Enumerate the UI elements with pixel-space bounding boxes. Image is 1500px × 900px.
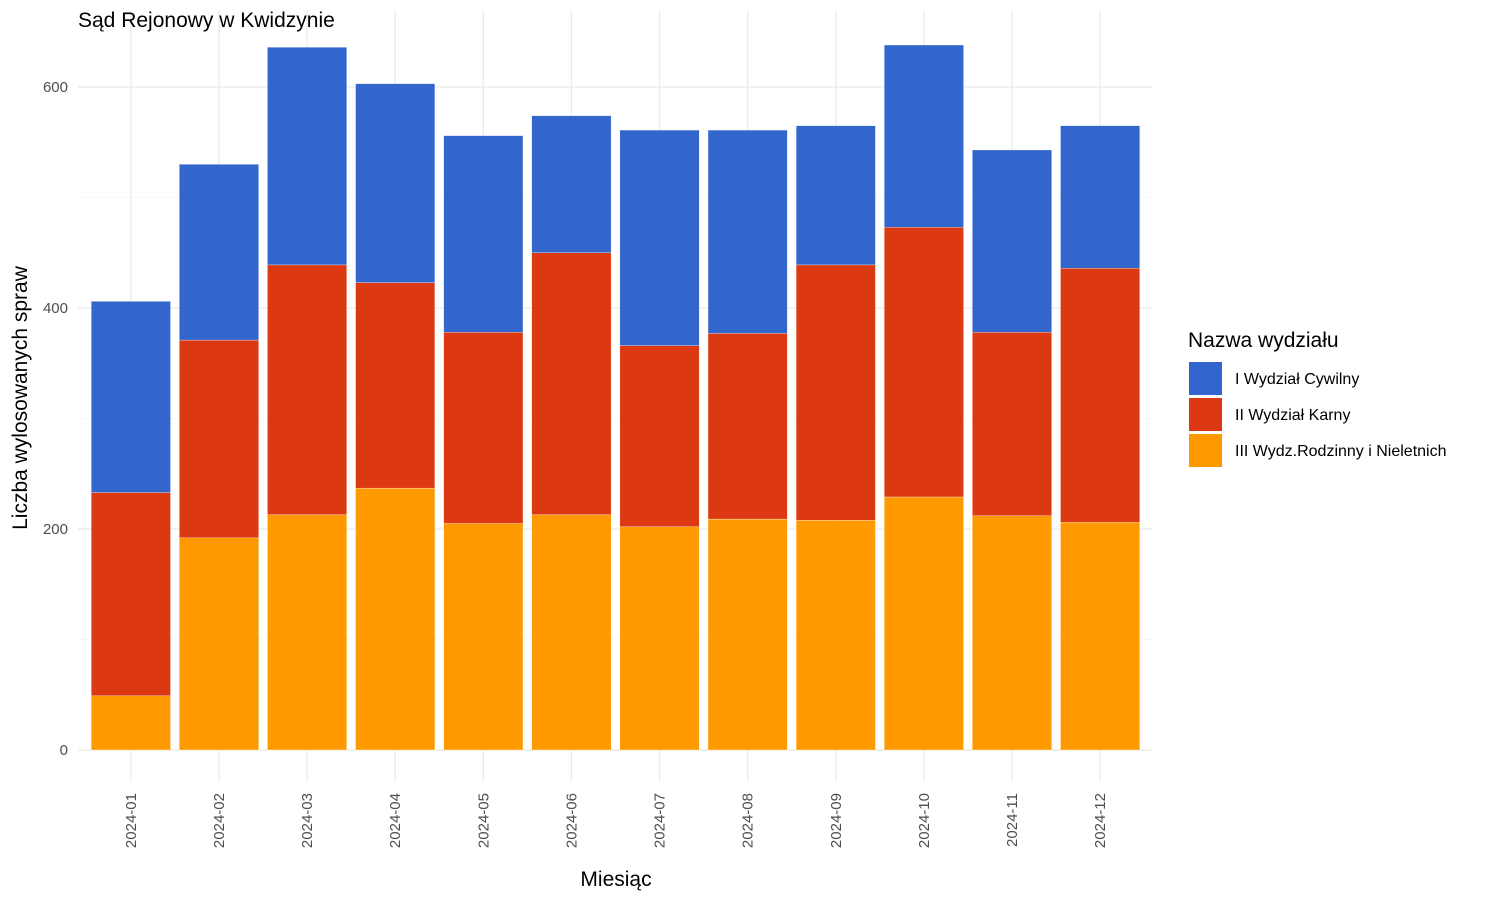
bar-segment bbox=[1060, 125, 1140, 269]
x-tick-label: 2024-11 bbox=[1004, 793, 1021, 847]
bar-segment bbox=[267, 264, 347, 515]
bar-segment bbox=[972, 332, 1052, 516]
x-tick-label: 2024-05 bbox=[475, 793, 492, 848]
x-axis-ticks: 2024-01 2024-02 2024-03 2024-04 2024-05 2024-… bbox=[123, 793, 1109, 848]
bar-segment bbox=[531, 115, 612, 253]
legend-label: III Wydz.Rodzinny i Nieletnich bbox=[1235, 443, 1447, 460]
bar-segment bbox=[91, 695, 171, 751]
bar-segment bbox=[884, 44, 964, 228]
chart-title: Sąd Rejonowy w Kwidzynie bbox=[78, 9, 335, 32]
legend: Nazwa wydziału I Wydział Cywilny II Wydzi… bbox=[1188, 329, 1447, 467]
x-tick-label: 2024-02 bbox=[211, 793, 228, 848]
bar-segment bbox=[267, 514, 347, 751]
legend-title: Nazwa wydziału bbox=[1188, 329, 1339, 352]
y-axis-ticks: 0 200 400 600 bbox=[43, 79, 68, 759]
bar-segment bbox=[619, 345, 700, 527]
bar-segment bbox=[795, 125, 876, 266]
bar-segment bbox=[355, 83, 436, 283]
bar-segment bbox=[619, 129, 700, 346]
y-tick-label: 600 bbox=[43, 79, 68, 96]
bar-segment bbox=[884, 227, 964, 498]
y-tick-label: 400 bbox=[43, 300, 68, 317]
bar-segment bbox=[531, 514, 612, 751]
bar-segment bbox=[443, 332, 524, 524]
bar-segment bbox=[179, 339, 259, 538]
bar-segment bbox=[707, 129, 788, 334]
bar-segment bbox=[707, 518, 788, 751]
legend-swatch bbox=[1189, 362, 1222, 395]
bar-segment bbox=[179, 164, 259, 341]
legend-swatch bbox=[1189, 398, 1222, 431]
bar-segment bbox=[443, 135, 524, 333]
bar-segment bbox=[355, 282, 436, 489]
x-tick-label: 2024-06 bbox=[563, 793, 580, 848]
bars bbox=[91, 44, 1140, 751]
bar-segment bbox=[267, 47, 347, 266]
x-tick-label: 2024-03 bbox=[299, 793, 316, 848]
y-tick-label: 200 bbox=[43, 521, 68, 538]
bar-segment bbox=[1060, 268, 1140, 523]
bar-segment bbox=[531, 252, 612, 515]
legend-swatch bbox=[1189, 434, 1222, 467]
bar-segment bbox=[972, 149, 1052, 333]
bar-segment bbox=[619, 526, 700, 751]
bar-segment bbox=[355, 487, 436, 751]
legend-label: II Wydział Karny bbox=[1235, 407, 1350, 424]
bar-segment bbox=[91, 301, 171, 493]
bar-segment bbox=[972, 515, 1052, 751]
y-tick-label: 0 bbox=[60, 742, 68, 759]
x-tick-label: 2024-12 bbox=[1092, 793, 1109, 848]
bar-segment bbox=[707, 333, 788, 520]
bar-segment bbox=[795, 520, 876, 751]
x-tick-label: 2024-09 bbox=[828, 793, 845, 848]
x-tick-label: 2024-07 bbox=[652, 793, 669, 848]
x-tick-label: 2024-08 bbox=[740, 793, 757, 848]
bar-segment bbox=[884, 496, 964, 751]
x-tick-label: 2024-10 bbox=[916, 793, 933, 848]
legend-label: I Wydział Cywilny bbox=[1235, 371, 1359, 388]
bar-segment bbox=[795, 264, 876, 521]
bar-segment bbox=[91, 492, 171, 697]
x-axis-title: Miesiąc bbox=[580, 868, 651, 891]
x-tick-label: 2024-01 bbox=[123, 793, 140, 848]
bar-segment bbox=[1060, 522, 1140, 751]
y-axis-title: Liczba wylosowanych spraw bbox=[9, 265, 32, 530]
bar-segment bbox=[179, 537, 259, 751]
x-tick-label: 2024-04 bbox=[387, 793, 404, 848]
bar-segment bbox=[443, 523, 524, 751]
